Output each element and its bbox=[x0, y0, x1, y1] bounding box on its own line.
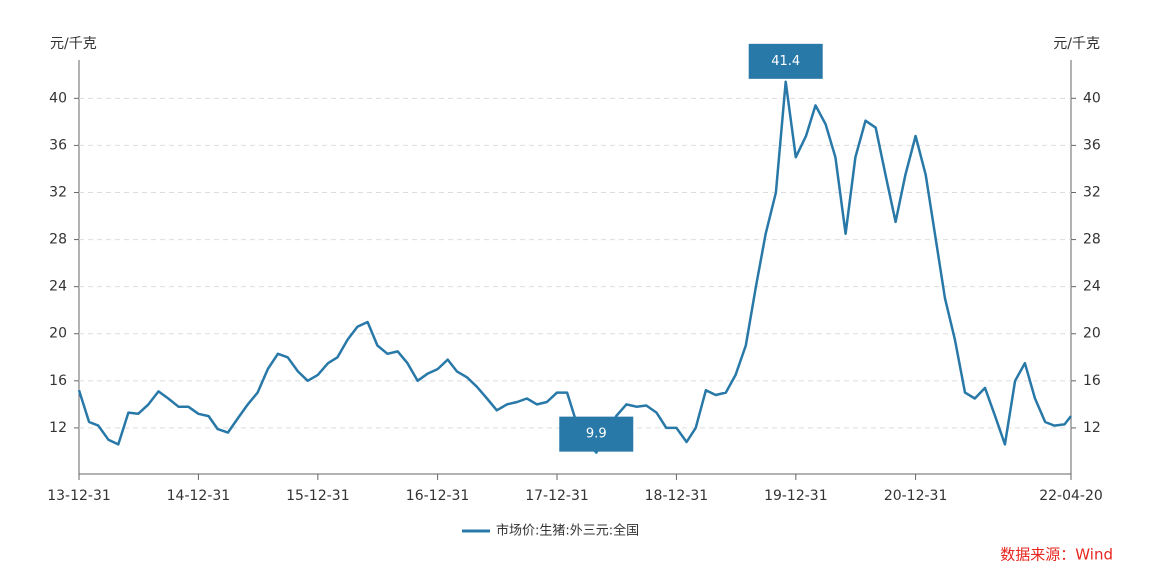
y2-tick-label: 20 bbox=[1083, 326, 1101, 342]
y2-tick-label: 40 bbox=[1083, 90, 1101, 106]
y-tick-label: 20 bbox=[49, 326, 67, 342]
x-tick-label: 16-12-31 bbox=[406, 488, 470, 504]
source-note: 数据来源：Wind bbox=[1000, 546, 1113, 564]
annotation-label: 41.4 bbox=[771, 54, 800, 69]
y-tick-label: 40 bbox=[49, 90, 67, 106]
y-tick-label: 24 bbox=[49, 279, 67, 295]
y-tick-label: 32 bbox=[49, 184, 67, 200]
y-tick-label: 36 bbox=[49, 137, 67, 153]
x-tick-label: 20-12-31 bbox=[884, 488, 948, 504]
x-tick-label: 18-12-31 bbox=[645, 488, 709, 504]
y-tick-label: 16 bbox=[49, 373, 67, 389]
y-axis-label: 元/千克 bbox=[50, 36, 97, 52]
y2-tick-label: 36 bbox=[1083, 137, 1101, 153]
x-tick-label: 17-12-31 bbox=[525, 488, 589, 504]
x-tick-label: 13-12-31 bbox=[47, 488, 111, 504]
y2-tick-label: 16 bbox=[1083, 373, 1101, 389]
x-tick-label: 22-04-20 bbox=[1039, 488, 1103, 504]
y2-axis-label: 元/千克 bbox=[1053, 36, 1100, 52]
x-tick-label: 19-12-31 bbox=[764, 488, 828, 504]
y2-tick-label: 24 bbox=[1083, 279, 1101, 295]
x-tick-label: 14-12-31 bbox=[167, 488, 231, 504]
annotation-box bbox=[559, 416, 634, 452]
y-tick-label: 28 bbox=[49, 232, 67, 248]
x-tick-label: 15-12-31 bbox=[286, 488, 350, 504]
annotation-box bbox=[748, 43, 823, 79]
annotation-label: 9.9 bbox=[586, 427, 607, 442]
y2-tick-label: 12 bbox=[1083, 420, 1101, 436]
y2-tick-label: 32 bbox=[1083, 184, 1101, 200]
legend-label: 市场价:生猪:外三元:全国 bbox=[496, 523, 639, 539]
data-line bbox=[77, 80, 1072, 454]
y-tick-label: 12 bbox=[49, 420, 67, 436]
y2-tick-label: 28 bbox=[1083, 232, 1101, 248]
